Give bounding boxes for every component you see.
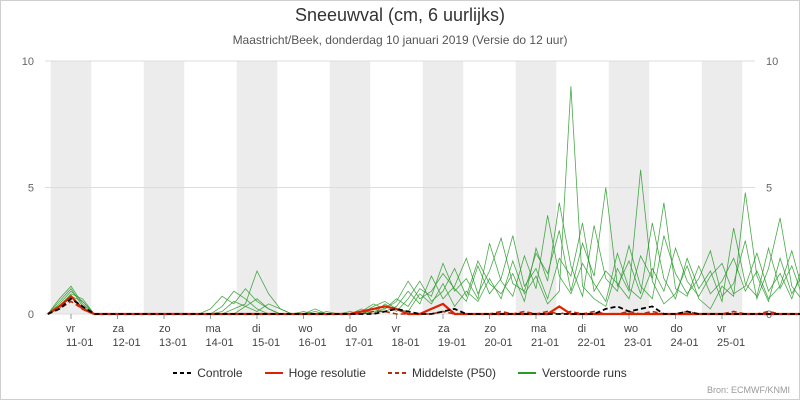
y-tick-label-right: 5 xyxy=(766,183,772,195)
x-tick-weekday: ma xyxy=(531,323,547,335)
x-tick-weekday: zo xyxy=(159,323,171,335)
x-tick-date: 24-01 xyxy=(671,337,699,349)
legend: Controle Hoge resolutie Middelste (P50) … xyxy=(0,366,800,380)
x-tick-date: 13-01 xyxy=(159,337,187,349)
x-tick-weekday: za xyxy=(438,323,451,335)
x-tick-weekday: wo xyxy=(298,323,313,335)
source-credit: Bron: ECMWF/KNMI xyxy=(706,385,790,395)
y-tick-label-left: 10 xyxy=(22,56,34,68)
x-tick-date: 12-01 xyxy=(113,337,141,349)
x-tick-weekday: ma xyxy=(206,323,222,335)
legend-swatch-ensemble xyxy=(518,372,537,374)
x-tick-date: 16-01 xyxy=(299,337,327,349)
x-tick-date: 18-01 xyxy=(392,337,420,349)
x-tick-date: 21-01 xyxy=(531,337,559,349)
legend-swatch-median xyxy=(387,372,406,374)
legend-item-high-res[interactable]: Hoge resolutie xyxy=(264,366,366,380)
legend-label-high-res: Hoge resolutie xyxy=(288,366,366,380)
x-tick-weekday: do xyxy=(671,323,683,335)
legend-label-median: Middelste (P50) xyxy=(411,366,497,380)
y-tick-label-right: 10 xyxy=(766,56,778,68)
x-tick-date: 15-01 xyxy=(252,337,280,349)
y-tick-label-left: 0 xyxy=(28,309,34,321)
legend-label-control: Controle xyxy=(197,366,243,380)
x-tick-date: 19-01 xyxy=(438,337,466,349)
x-tick-date: 23-01 xyxy=(624,337,652,349)
x-tick-weekday: vr xyxy=(66,323,76,335)
x-tick-date: 17-01 xyxy=(345,337,373,349)
x-tick-weekday: di xyxy=(578,323,587,335)
x-tick-date: 22-01 xyxy=(578,337,606,349)
x-tick-date: 25-01 xyxy=(717,337,745,349)
chart-title: Sneeuwval (cm, 6 uurlijks) xyxy=(294,5,506,25)
x-tick-weekday: di xyxy=(252,323,261,335)
chart-subtitle: Maastricht/Beek, donderdag 10 januari 20… xyxy=(232,33,568,47)
x-tick-weekday: za xyxy=(113,323,126,335)
legend-item-control[interactable]: Controle xyxy=(173,366,243,380)
legend-label-ensemble: Verstoorde runs xyxy=(542,366,627,380)
x-tick-weekday: do xyxy=(345,323,357,335)
legend-swatch-control xyxy=(173,372,192,374)
legend-item-median[interactable]: Middelste (P50) xyxy=(387,366,497,380)
x-tick-weekday: vr xyxy=(392,323,402,335)
x-tick-weekday: vr xyxy=(717,323,727,335)
y-tick-label-left: 5 xyxy=(28,183,34,195)
control-line xyxy=(47,297,800,315)
x-tick-date: 14-01 xyxy=(206,337,234,349)
x-tick-date: 11-01 xyxy=(66,337,93,349)
x-tick-weekday: zo xyxy=(485,323,497,335)
x-tick-date: 20-01 xyxy=(485,337,513,349)
x-tick-weekday: wo xyxy=(623,323,638,335)
legend-swatch-high-res xyxy=(264,372,283,374)
legend-item-ensemble[interactable]: Verstoorde runs xyxy=(518,366,627,380)
